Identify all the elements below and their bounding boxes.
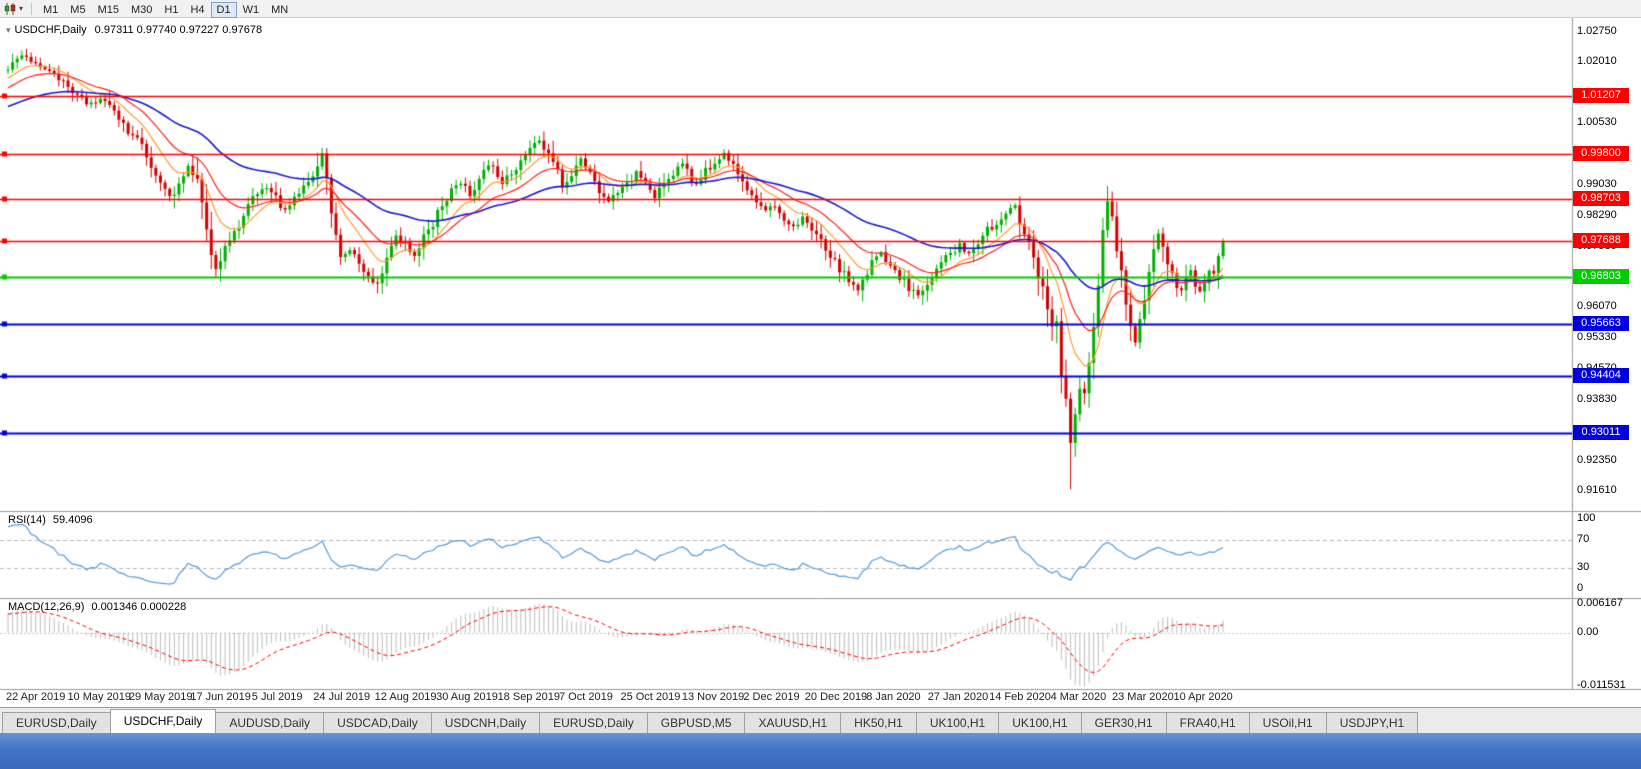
symbol-tab-bar: EURUSD,Daily USDCHF,Daily AUDUSD,Daily USDC…: [0, 707, 1641, 733]
chart-type-icon[interactable]: [4, 2, 18, 15]
chart-area: ▾ USDCHF,Daily 0.97311 0.97740 0.97227 0.9…: [0, 18, 1641, 707]
symbol-tab-fra40-h1[interactable]: FRA40,H1: [1165, 712, 1250, 733]
symbol-tab-usdcad-daily[interactable]: USDCAD,Daily: [323, 712, 432, 733]
timeframe-button-m5[interactable]: M5: [64, 2, 91, 18]
symbol-tab-eurusd-daily[interactable]: EURUSD,Daily: [2, 712, 111, 733]
chart-type-dropdown-caret[interactable]: ▾: [19, 4, 24, 13]
symbol-tab-ger30-h1[interactable]: GER30,H1: [1080, 712, 1167, 733]
timeframe-button-mn[interactable]: MN: [265, 2, 294, 18]
timeframe-button-m30[interactable]: M30: [125, 2, 158, 18]
symbol-tab-audusd-daily[interactable]: AUDUSD,Daily: [215, 712, 325, 733]
timeframe-buttons-group: M1 M5 M15 M30 H1 H4 D1 W1 MN: [37, 0, 294, 18]
symbol-tab-usoil-h1[interactable]: USOil,H1: [1248, 712, 1327, 733]
timeframe-button-m1[interactable]: M1: [37, 2, 64, 18]
window-bottom-edge: [0, 733, 1641, 769]
timeframe-button-h1[interactable]: H1: [158, 2, 184, 18]
symbol-tab-hk50-h1[interactable]: HK50,H1: [840, 712, 917, 733]
timeframe-button-d1[interactable]: D1: [210, 1, 237, 18]
symbol-tab-uk100-h1[interactable]: UK100,H1: [998, 712, 1082, 733]
symbol-tab-usdjpy-h1[interactable]: USDJPY,H1: [1325, 712, 1419, 733]
timeframe-toolbar: ▾ M1 M5 M15 M30 H1 H4 D1 W1 MN: [0, 0, 1641, 18]
symbol-tab-usdcnh-daily[interactable]: USDCNH,Daily: [430, 712, 541, 733]
timeframe-button-h4[interactable]: H4: [184, 2, 210, 18]
symbol-tab-xauusd-h1[interactable]: XAUUSD,H1: [744, 712, 842, 733]
symbol-tab-gbpusd-m5[interactable]: GBPUSD,M5: [646, 712, 746, 733]
symbol-tab-eurusd-daily[interactable]: EURUSD,Daily: [539, 712, 648, 733]
timeframe-button-w1[interactable]: W1: [237, 2, 266, 18]
timeframe-button-m15[interactable]: M15: [92, 2, 125, 18]
price-chart-canvas[interactable]: [0, 18, 1641, 707]
toolbar-separator: [31, 2, 33, 15]
symbol-tab-uk100-h1[interactable]: UK100,H1: [915, 712, 1000, 733]
symbol-tab-usdchf-daily[interactable]: USDCHF,Daily: [109, 709, 217, 733]
